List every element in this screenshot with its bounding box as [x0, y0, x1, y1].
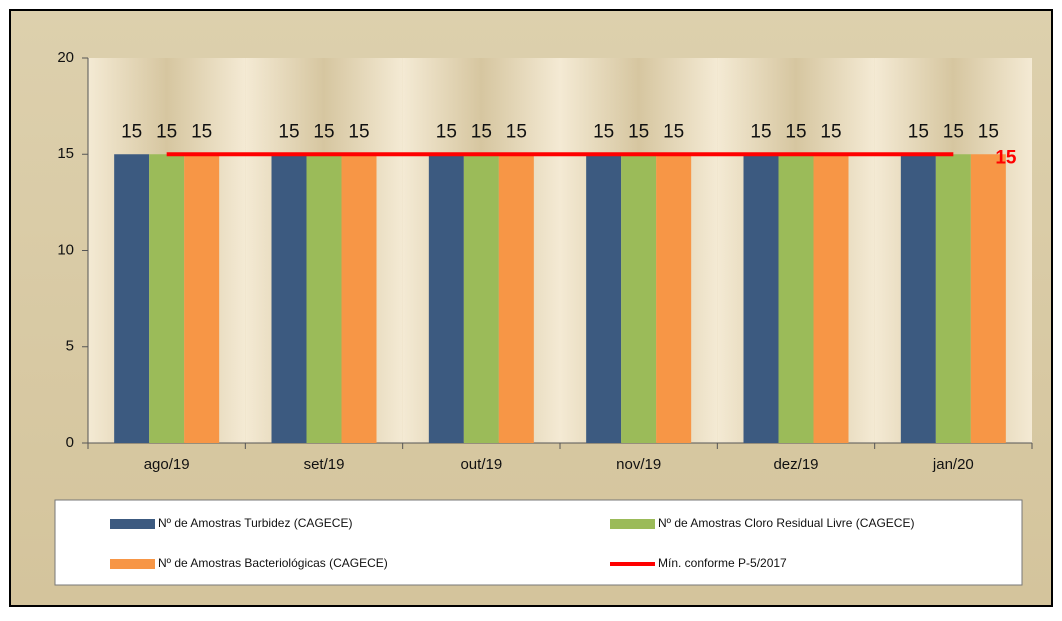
y-tick-label: 20: [57, 49, 74, 66]
line-label: 15: [995, 147, 1017, 168]
data-label: 15: [121, 121, 142, 142]
bar: [428, 154, 464, 443]
data-label: 15: [663, 121, 684, 142]
x-tick-label: jan/20: [932, 456, 974, 473]
bar: [621, 154, 657, 443]
bar: [184, 154, 220, 443]
bar: [114, 154, 150, 443]
bar: [743, 154, 779, 443]
x-tick-label: dez/19: [773, 456, 818, 473]
bar: [271, 154, 307, 443]
data-label: 15: [348, 121, 369, 142]
x-tick-label: set/19: [304, 456, 345, 473]
y-tick-label: 10: [57, 241, 74, 258]
data-label: 15: [156, 121, 177, 142]
legend: [54, 499, 1023, 586]
data-label: 15: [978, 121, 999, 142]
data-label: 15: [278, 121, 299, 142]
x-tick-label: nov/19: [616, 456, 661, 473]
bar: [149, 154, 185, 443]
y-tick-label: 15: [57, 145, 74, 162]
data-label: 15: [628, 121, 649, 142]
data-label: 15: [191, 121, 212, 142]
bar: [900, 154, 936, 443]
legend-swatch: [110, 519, 155, 529]
legend-label: Mín. conforme P-5/2017: [658, 556, 787, 570]
data-label: 15: [593, 121, 614, 142]
x-tick-label: out/19: [460, 456, 502, 473]
bar: [306, 154, 342, 443]
data-label: 15: [506, 121, 527, 142]
x-tick-label: ago/19: [144, 456, 190, 473]
bar: [586, 154, 622, 443]
data-label: 15: [436, 121, 457, 142]
legend-label: Nº de Amostras Bacteriológicas (CAGECE): [158, 556, 388, 570]
data-label: 15: [750, 121, 771, 142]
bar: [498, 154, 534, 443]
data-label: 15: [820, 121, 841, 142]
data-label: 15: [313, 121, 334, 142]
y-tick-label: 5: [66, 338, 74, 355]
bar: [813, 154, 849, 443]
bar: [778, 154, 814, 443]
legend-label: Nº de Amostras Cloro Residual Livre (CAG…: [658, 516, 914, 530]
data-label: 15: [908, 121, 929, 142]
data-label: 15: [471, 121, 492, 142]
y-tick-label: 0: [66, 434, 74, 451]
bar: [656, 154, 692, 443]
bar: [463, 154, 499, 443]
bar: [341, 154, 377, 443]
data-label: 15: [785, 121, 806, 142]
legend-swatch: [610, 519, 655, 529]
legend-label: Nº de Amostras Turbidez (CAGECE): [158, 516, 352, 530]
bar: [970, 154, 1006, 443]
bar: [935, 154, 971, 443]
data-label: 15: [943, 121, 964, 142]
legend-swatch: [110, 559, 155, 569]
